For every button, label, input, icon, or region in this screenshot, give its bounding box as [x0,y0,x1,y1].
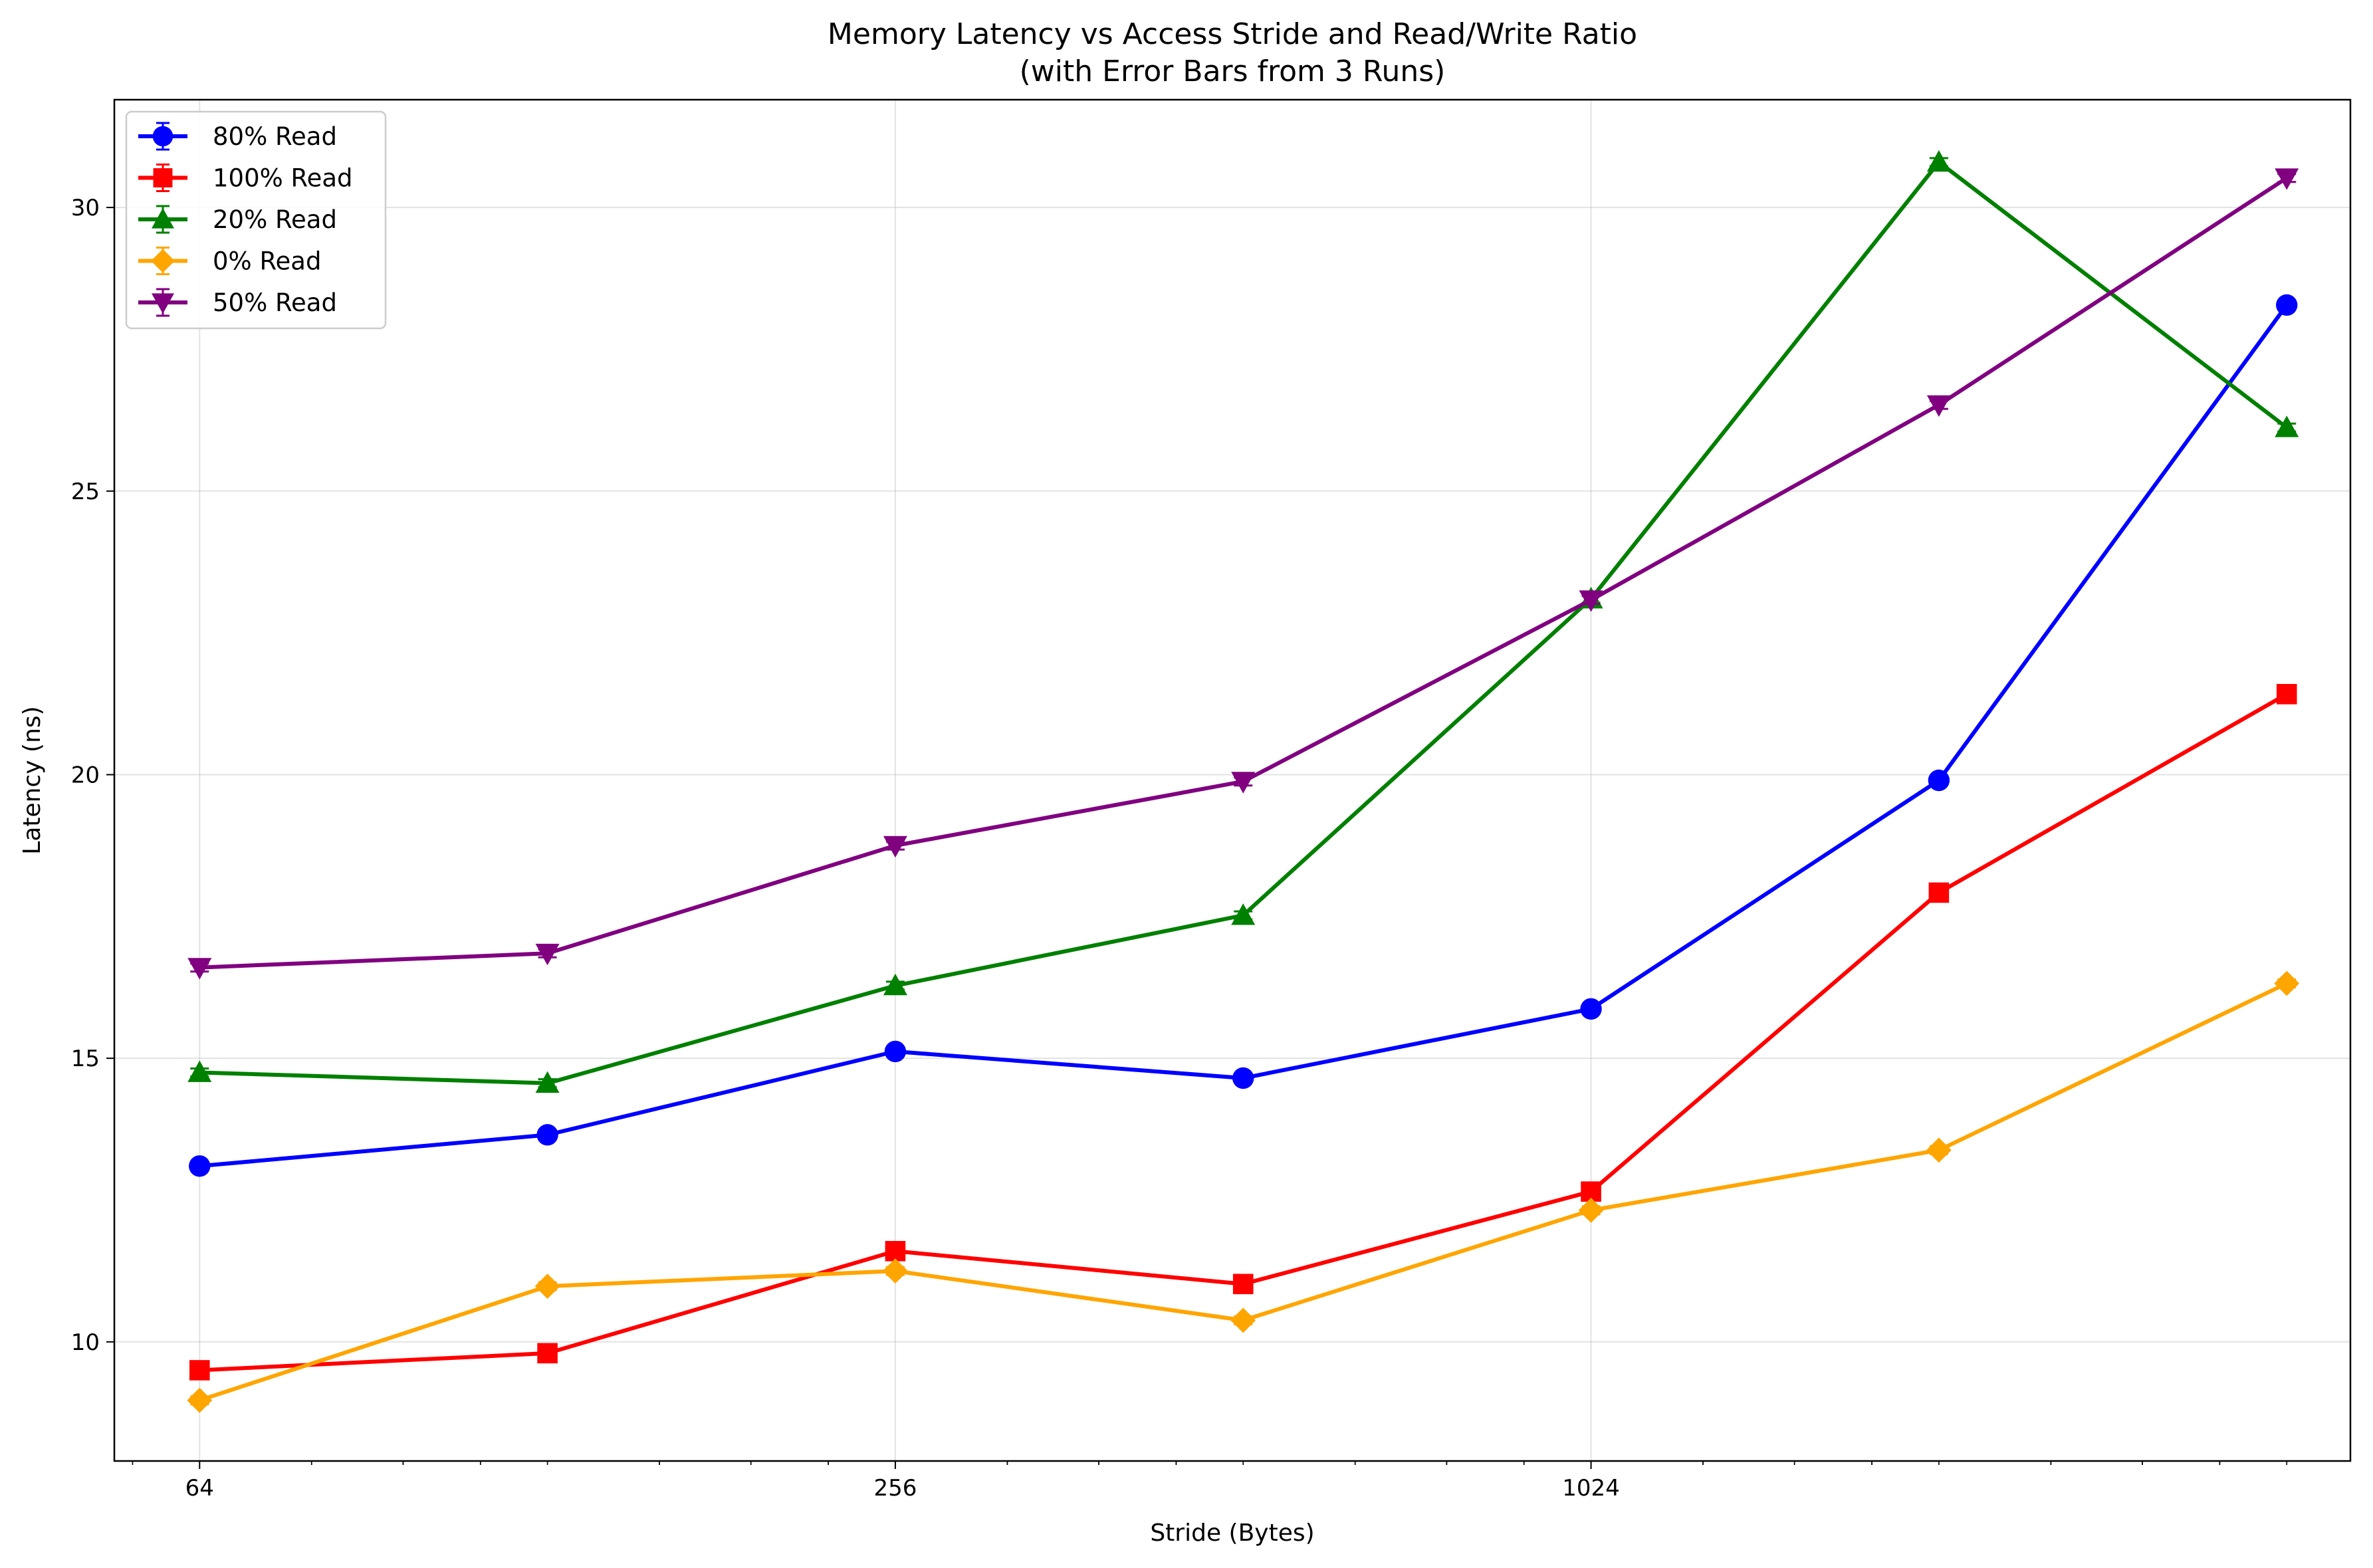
data-point [187,1060,212,1082]
legend-entry: 0% Read [138,247,321,276]
x-tick-label: 1024 [1562,1475,1620,1502]
x-axis-label: Stride (Bytes) [1150,1519,1314,1547]
legend-label: 0% Read [213,247,321,276]
data-point [883,1258,908,1284]
data-point [883,973,907,996]
legend-entry: 80% Read [138,122,337,151]
data-point [1230,1307,1256,1333]
legend-entry: 20% Read [138,205,337,234]
data-point [535,1071,560,1093]
data-point [1926,150,1951,172]
x-tick-label: 256 [873,1475,917,1502]
data-point [537,1343,558,1364]
series-0-read [187,970,2300,1413]
data-point [2275,415,2299,437]
data-point [1232,1274,1254,1295]
legend-marker [152,126,173,147]
plot-area-frame [113,98,2352,1462]
data-point [187,1387,213,1413]
legend-marker [152,293,174,314]
data-point [1232,1067,1254,1089]
legend-box [125,110,387,330]
legend-marker [153,168,173,187]
data-point [189,1360,210,1381]
data-point [1926,395,1951,417]
legend: 80% Read 100% Read 20% Read 0% Read 50% Read [125,110,387,330]
data-point [1578,1197,1604,1223]
legend-label: 80% Read [213,122,337,151]
series-layer [187,150,2300,1413]
y-tick-label: 10 [71,1329,100,1356]
data-point [2275,168,2299,190]
legend-entry: 100% Read [138,164,353,193]
data-point [884,1040,907,1063]
data-point [1579,590,1603,612]
legend-label: 50% Read [213,288,337,317]
data-point [883,836,907,858]
chart-title: Memory Latency vs Access Stride and Read… [828,17,1637,51]
y-axis-ticks: 10 15 20 25 30 [71,195,114,1356]
legend-marker [151,249,175,273]
data-point [189,1155,211,1177]
y-tick-label: 15 [71,1046,100,1072]
chart-subtitle: (with Error Bars from 3 Runs) [1020,55,1446,88]
legend-label: 100% Read [213,164,353,193]
series-80-read [189,294,2298,1177]
legend-marker [152,208,174,229]
y-tick-label: 20 [71,762,100,788]
data-point [2276,294,2298,316]
data-point [1928,769,1950,792]
data-point [1928,882,1950,903]
grid-lines [114,100,2350,1461]
data-point [2276,683,2297,705]
x-axis-ticks: 64 256 1024 [132,1461,2288,1502]
x-tick-label: 64 [185,1475,214,1502]
y-tick-label: 30 [71,195,100,221]
data-point [2274,970,2300,996]
legend-label: 20% Read [213,205,337,234]
data-point [534,1274,560,1299]
data-point [885,1240,906,1262]
data-point [535,943,560,966]
legend-entry: 50% Read [138,288,337,317]
y-axis-label: Latency (ns) [19,706,46,854]
data-point [187,958,212,980]
data-point [1926,1137,1952,1163]
data-point [1231,903,1256,925]
y-tick-label: 25 [71,479,100,505]
series-100-read [189,683,2297,1381]
data-point [1231,772,1256,794]
data-point [1580,998,1602,1020]
data-point [536,1124,558,1146]
series-50-read [187,168,2299,980]
